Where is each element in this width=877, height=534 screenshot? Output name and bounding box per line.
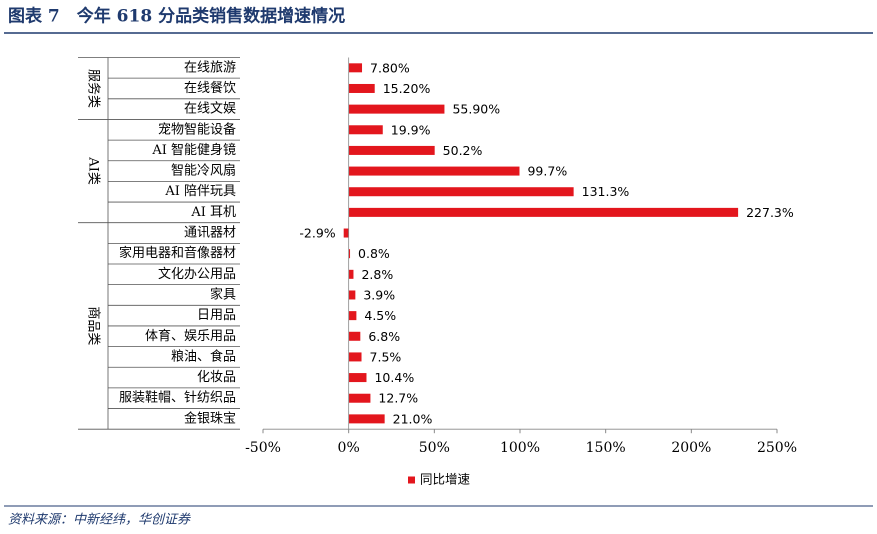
category-label: 在线餐饮 (184, 80, 236, 96)
category-label: 宠物智能设备 (158, 121, 236, 137)
category-label: 在线文娱 (184, 102, 236, 117)
value-label: 10.4% (374, 370, 414, 385)
group-label: 商品类 (86, 306, 101, 345)
value-label: 227.3% (746, 205, 794, 220)
value-label: 50.2% (443, 143, 483, 158)
value-label: 99.7% (527, 164, 567, 179)
group-label: 服务类 (86, 69, 102, 108)
category-label: AI 耳机 (190, 205, 236, 220)
bar (348, 269, 354, 279)
source-note: 资料来源：中新经纬，华创证券 (8, 513, 191, 528)
bar (348, 125, 383, 135)
bar (348, 290, 356, 300)
bar (348, 373, 367, 383)
category-label: 智能冷风扇 (171, 163, 236, 179)
bar (348, 393, 371, 403)
value-label: 0.8% (358, 246, 390, 261)
value-label: 6.8% (368, 329, 400, 344)
legend-swatch (408, 476, 415, 484)
x-tick-label: 250% (757, 440, 797, 456)
bar (348, 352, 362, 362)
value-label: 7.5% (370, 349, 402, 364)
value-label: 12.7% (378, 391, 418, 406)
bar (348, 311, 357, 321)
bar (348, 187, 574, 197)
category-label: 文化办公用品 (158, 267, 236, 282)
x-tick-label: 0% (338, 440, 360, 456)
bar (348, 104, 445, 114)
bar (348, 63, 363, 73)
bar (348, 249, 351, 259)
value-label: 131.3% (582, 184, 630, 199)
category-label: 家用电器和音像器材 (119, 245, 236, 261)
value-label: 19.9% (391, 122, 431, 137)
bar (348, 331, 361, 341)
category-label: AI 陪伴玩具 (164, 184, 236, 199)
bar (348, 83, 375, 93)
bar (348, 207, 739, 217)
category-label: AI 智能健身镜 (151, 142, 236, 158)
bar (348, 145, 435, 155)
bar (348, 166, 520, 176)
value-label: 7.80% (370, 60, 410, 75)
category-label: 化妆品 (197, 370, 236, 385)
category-label: 金银珠宝 (184, 410, 236, 426)
category-label: 服装鞋帽、针纺织品 (119, 390, 236, 406)
page-title: 图表 7 今年 618 分品类销售数据增速情况 (8, 6, 345, 27)
value-label: 4.5% (364, 308, 396, 323)
x-tick-label: -50% (245, 440, 281, 456)
legend-label: 同比增速 (420, 472, 471, 487)
category-label: 家具 (210, 286, 236, 302)
category-label: 日用品 (197, 308, 236, 323)
category-label: 体育、娱乐用品 (145, 328, 236, 344)
value-label: 55.90% (452, 102, 500, 117)
bar (343, 228, 349, 238)
bar (348, 414, 385, 424)
value-label: 3.9% (363, 287, 395, 302)
x-tick-label: 200% (671, 440, 711, 456)
x-tick-label: 100% (500, 440, 540, 456)
value-label: 15.20% (383, 81, 431, 96)
group-label: AI类 (86, 156, 101, 185)
category-label: 粮油、食品 (171, 348, 236, 364)
value-label: 2.8% (361, 267, 393, 282)
value-label: -2.9% (299, 226, 335, 241)
x-tick-label: 150% (586, 440, 626, 456)
x-tick-label: 50% (419, 440, 450, 456)
category-label: 在线旅游 (184, 60, 236, 75)
category-label: 通讯器材 (184, 226, 236, 241)
value-label: 21.0% (393, 411, 433, 426)
